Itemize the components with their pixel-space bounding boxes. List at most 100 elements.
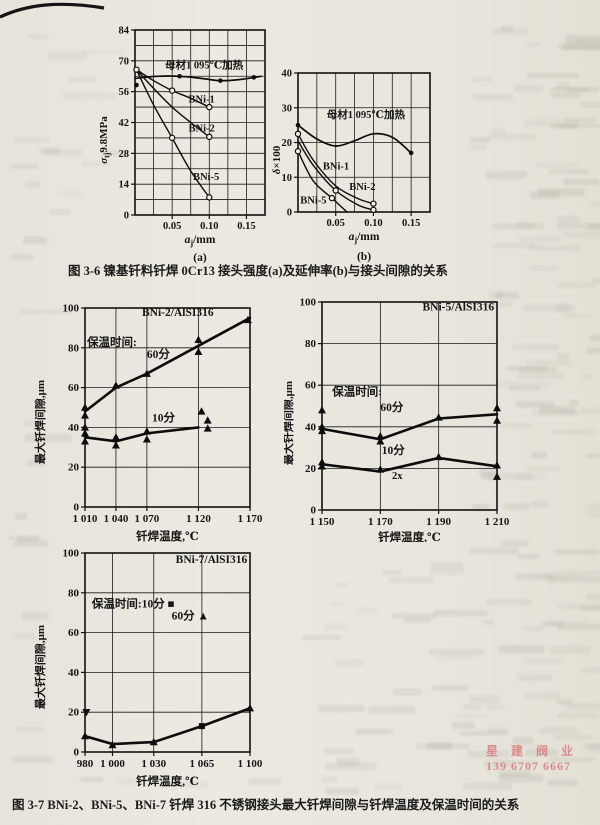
marker-triangle [318, 457, 326, 466]
bleedthrough-blob [317, 705, 366, 713]
y-tick-label: 60 [68, 382, 80, 394]
y-tick-label: 40 [68, 422, 80, 434]
marker-dot [134, 82, 139, 88]
bleedthrough-blob [587, 222, 600, 231]
y-axis-label: 最大钎焊间隙,μm [284, 381, 295, 465]
marker-triangle [376, 431, 385, 440]
series-line [297, 124, 412, 154]
curve-label: 60分 ▲ [172, 609, 209, 623]
bleedthrough-blob [566, 703, 600, 710]
marker-triangle [81, 423, 89, 431]
subfigure-label: (b) [357, 251, 371, 263]
bleedthrough-blob [555, 304, 576, 312]
y-tick-label: 56 [119, 87, 130, 98]
bleedthrough-blob [530, 451, 547, 458]
bleedthrough-blob [488, 291, 503, 299]
y-tick-label: 0 [311, 505, 317, 517]
curve-label: BNi-5 [193, 172, 219, 183]
bleedthrough-blob [324, 763, 377, 771]
marker-square [198, 723, 205, 730]
curve-label: BNi-1 [323, 162, 349, 173]
bleedthrough-blob [459, 730, 508, 737]
series-line [134, 75, 263, 82]
marker-triangle [194, 335, 203, 344]
marker-triangle [434, 413, 443, 421]
x-tick-label: 1 150 [310, 516, 335, 528]
x-tick-label: 1 170 [368, 516, 393, 528]
curve-label: 保温时间: [331, 385, 382, 399]
bleedthrough-blob [553, 569, 600, 576]
bleedthrough-blob [25, 181, 42, 188]
bleedthrough-blob [548, 646, 591, 654]
bleedthrough-blob [492, 222, 545, 230]
bleedthrough-blob [556, 282, 596, 289]
marker-triangle [111, 381, 120, 389]
figure-3-7-chart-bni7: 980 1 000 1 030 1 065 1 100 0 20 40 60 80 100 保温时间:… [33, 548, 263, 789]
bleedthrough-blob [525, 692, 560, 699]
bleedthrough-blob [477, 468, 499, 475]
bleedthrough-blob [435, 654, 477, 660]
bleedthrough-blob [579, 605, 600, 611]
chart-title: BNi-5/AlSI316 [423, 301, 495, 313]
bleedthrough-blob [17, 725, 44, 733]
bleedthrough-blob [335, 658, 364, 666]
x-axis-label: aj/mm [185, 234, 216, 248]
y-tick-label: 20 [305, 463, 317, 475]
bleedthrough-blob [529, 191, 560, 199]
marker-triangle [376, 437, 385, 445]
marker-triangle [108, 740, 117, 749]
bleedthrough-blob [562, 118, 597, 124]
series-line [83, 706, 252, 746]
marker-open-circle [294, 130, 302, 138]
curve-label: 10分 [152, 410, 176, 424]
marker-dot [218, 78, 223, 83]
y-tick-label: 40 [305, 421, 317, 433]
bleedthrough-blob [17, 536, 39, 543]
bleedthrough-blob [22, 237, 47, 244]
bleedthrough-blob [382, 569, 403, 576]
bleedthrough-blob [590, 278, 600, 284]
bleedthrough-blob [580, 406, 600, 414]
bleedthrough-blob [527, 73, 579, 79]
bleedthrough-blob [247, 777, 282, 786]
marker-triangle [493, 416, 501, 424]
marker-open-circle [294, 147, 302, 155]
x-tick-label: 0.05 [327, 218, 345, 229]
bleedthrough-blob [434, 609, 489, 616]
curve-label: BNi-2 [349, 182, 375, 193]
marker-open-circle [206, 133, 213, 141]
marker-triangle [81, 429, 89, 437]
x-tick-label: 1 170 [238, 513, 263, 525]
bleedthrough-blob [102, 149, 126, 157]
x-tick-label: 0.10 [200, 221, 218, 232]
figure-3-6-chart-a-strength: 0.05 0.10 0.15 0 14 28 42 56 70 84 母材1 095℃加热 BNi-1… [98, 26, 266, 264]
y-tick-label: 60 [305, 380, 317, 392]
curve-label: 10分 [382, 443, 406, 457]
y-tick-label: 0 [124, 211, 129, 222]
bleedthrough-blob [48, 209, 72, 216]
marker-open-circle [168, 87, 176, 94]
y-tick-label: 0 [287, 208, 292, 219]
bleedthrough-blob [535, 161, 579, 168]
bleedthrough-blob [527, 42, 541, 48]
bleedthrough-blob [463, 703, 482, 710]
bleedthrough-blob [80, 776, 104, 782]
marker-open-circle [206, 194, 213, 201]
bleedthrough-blob [517, 553, 540, 559]
red-watermark: 星 建 阀 业 139 6707 6667 [486, 744, 578, 774]
bleedthrough-blob [562, 231, 600, 239]
bleedthrough-blob [321, 775, 339, 783]
bleedthrough-blob [426, 742, 452, 750]
bleedthrough-blob [589, 335, 600, 342]
marker-triangle [142, 435, 151, 443]
bleedthrough-blob [14, 136, 50, 144]
bleedthrough-blob [589, 200, 600, 208]
x-tick-label: 0.10 [364, 218, 382, 229]
bleedthrough-blob [507, 365, 547, 371]
bleedthrough-blob [563, 179, 599, 185]
bleedthrough-blob [550, 429, 597, 435]
bleedthrough-blob [403, 617, 431, 623]
marker-triangle [203, 416, 212, 424]
page-curl-mark [0, 2, 105, 19]
